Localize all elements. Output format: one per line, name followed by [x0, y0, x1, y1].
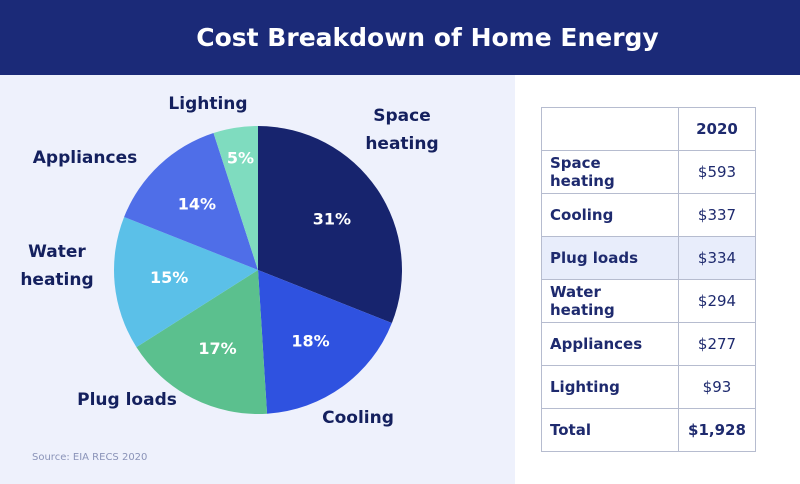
row-label: Plug loads — [541, 236, 679, 280]
category-label: Appliances — [32, 148, 138, 168]
row-value: $93 — [678, 365, 756, 409]
slice-label: 15% — [150, 268, 188, 287]
cost-table: 2020 Space heating $593 Cooling $337 Plug lo… — [541, 107, 756, 452]
title: Cost Breakdown of Home Energy — [196, 23, 659, 52]
header-year: 2020 — [678, 107, 756, 151]
table-row: Water heating $294 — [541, 279, 756, 323]
row-label: Water heating — [541, 279, 679, 323]
total-value: $1,928 — [678, 408, 756, 452]
slice-label: 18% — [291, 332, 329, 351]
pie-slice — [258, 270, 392, 414]
slice-label: 31% — [313, 209, 351, 228]
pie-slice — [258, 126, 402, 324]
category-label: Lighting — [168, 94, 248, 114]
slice-label: 5% — [227, 149, 254, 168]
category-label: Space heating — [365, 106, 439, 154]
header-band — [0, 0, 800, 75]
pie-slice — [124, 133, 258, 270]
table-row: Plug loads $334 — [541, 236, 756, 280]
category-label: Water heating — [20, 242, 94, 290]
row-value: $277 — [678, 322, 756, 366]
row-value: $334 — [678, 236, 756, 280]
slice-label: 14% — [178, 194, 216, 213]
category-label: Plug loads — [77, 390, 177, 410]
table-row: Cooling $337 — [541, 193, 756, 237]
table-row: Space heating $593 — [541, 150, 756, 194]
row-value: $337 — [678, 193, 756, 237]
total-label: Total — [541, 408, 679, 452]
header-empty — [541, 107, 679, 151]
total-row: Total $1,928 — [541, 408, 756, 452]
pie-slice — [136, 270, 268, 415]
pie-slice — [213, 126, 258, 270]
pie-chart: 31% 18% 17% 15% 14% 5% — [114, 126, 402, 415]
row-label: Appliances — [541, 322, 679, 366]
row-label: Cooling — [541, 193, 679, 237]
row-label: Lighting — [541, 365, 679, 409]
category-label: Cooling — [322, 408, 394, 428]
pie-slice — [114, 216, 258, 348]
table-row: Appliances $277 — [541, 322, 756, 366]
row-label: Space heating — [541, 150, 679, 194]
table-header-row: 2020 — [541, 107, 756, 151]
source: Source: EIA RECS 2020 — [32, 452, 148, 463]
table-row: Lighting $93 — [541, 365, 756, 409]
row-value: $294 — [678, 279, 756, 323]
row-value: $593 — [678, 150, 756, 194]
slice-label: 17% — [198, 339, 236, 358]
